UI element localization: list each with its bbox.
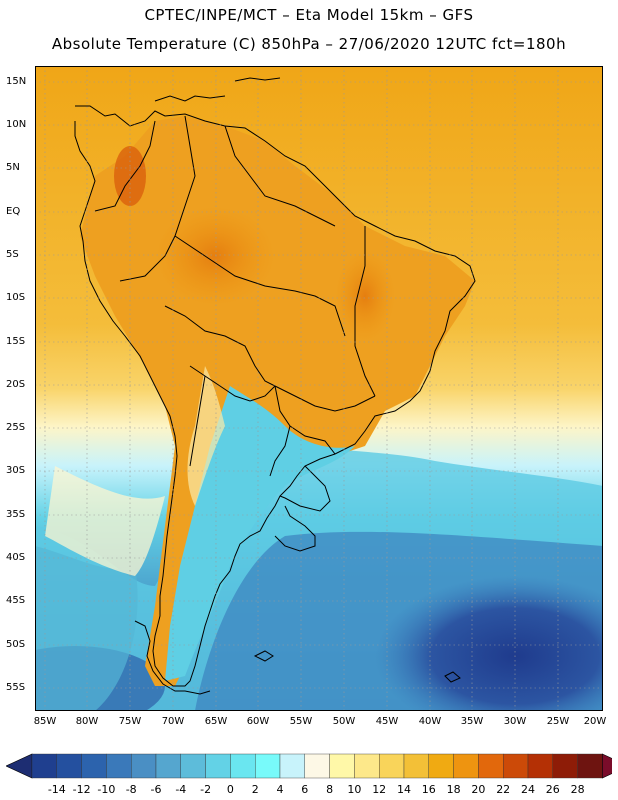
colorbar-label: 20 — [471, 783, 486, 796]
colorbar-label: 12 — [372, 783, 387, 796]
colorbar-swatch — [155, 753, 181, 779]
deep-cold-core — [375, 576, 603, 711]
lon-label: 80W — [75, 716, 99, 727]
colorbar-label: 24 — [521, 783, 535, 796]
colorbar-label: -6 — [150, 783, 162, 796]
colorbar-label: 2 — [251, 783, 259, 796]
colorbar-swatch — [130, 753, 157, 779]
lat-label: 55S — [6, 682, 26, 693]
colorbar-swatch — [577, 753, 603, 779]
lat-label: 5N — [6, 162, 20, 173]
colorbar-swatch — [403, 753, 429, 779]
chart-title-line2: Absolute Temperature (C) 850hPa – 27/06/… — [51, 35, 567, 53]
colorbar-swatch — [81, 753, 107, 779]
colorbar-swatch — [329, 753, 355, 779]
colorbar-swatch — [205, 753, 231, 779]
colorbar-label: 28 — [570, 783, 585, 796]
lat-label: 35S — [6, 509, 26, 520]
colorbar-label: 14 — [397, 783, 411, 796]
colorbar-swatch — [453, 753, 479, 779]
lon-label: 70W — [161, 716, 185, 727]
colorbar-swatch — [552, 753, 578, 779]
colorbar-label: 4 — [276, 783, 284, 796]
warm-core-central — [155, 206, 275, 306]
lon-label: 25W — [546, 716, 570, 727]
lon-label: 35W — [460, 716, 484, 727]
colorbar-swatch — [106, 753, 132, 779]
lon-label: 50W — [332, 716, 356, 727]
lat-label: EQ — [6, 206, 21, 217]
colorbar-swatch — [354, 753, 380, 779]
lat-label: 30S — [6, 465, 26, 476]
colorbar-swatch — [304, 753, 330, 779]
argentina-cold-land — [165, 386, 355, 681]
colorbar-swatch — [254, 753, 281, 779]
colorbar-swatch — [478, 753, 504, 779]
lat-label: 40S — [6, 552, 26, 563]
lon-label: 60W — [246, 716, 270, 727]
colorbar-lower-arrow — [6, 753, 33, 779]
lon-label: 40W — [418, 716, 442, 727]
colorbar-swatch — [527, 753, 553, 779]
colorbar-label: 0 — [226, 783, 234, 796]
colorbar-label: -12 — [72, 783, 91, 796]
colorbar-swatch — [56, 753, 82, 779]
lon-label: 85W — [33, 716, 57, 727]
pacific-cold-band — [35, 546, 138, 711]
lon-label: 30W — [503, 716, 527, 727]
lat-label: 5S — [6, 249, 19, 260]
colorbar-swatch — [279, 753, 305, 779]
lat-label: 15N — [6, 76, 27, 87]
colorbar-swatch — [428, 753, 454, 779]
warm-core-brazil-ne — [335, 251, 395, 341]
colorbar-label: -14 — [47, 783, 66, 796]
colorbar-swatch — [230, 753, 256, 779]
lon-label: 65W — [204, 716, 228, 727]
colorbar-label: 8 — [326, 783, 334, 796]
lon-label: 75W — [118, 716, 142, 727]
andes-pale-strip — [187, 366, 225, 506]
lat-label: 15S — [6, 336, 26, 347]
lon-label: 45W — [375, 716, 399, 727]
colorbar-label: 22 — [496, 783, 511, 796]
colorbar-swatch — [31, 753, 57, 779]
temperature-map — [35, 66, 603, 711]
lat-label: 10S — [6, 292, 26, 303]
lat-label: 25S — [6, 422, 26, 433]
colorbar-label: 16 — [421, 783, 436, 796]
colorbar-label: 18 — [446, 783, 461, 796]
colorbar-swatch — [379, 753, 405, 779]
colorbar-label: -8 — [125, 783, 137, 796]
graticule — [35, 66, 603, 711]
lon-label: 55W — [289, 716, 313, 727]
colorbar-swatch — [503, 753, 529, 779]
lat-label: 45S — [6, 595, 26, 606]
map-frame — [35, 66, 603, 711]
lat-label: 20S — [6, 379, 26, 390]
pacific-pale-band — [45, 466, 165, 576]
colorbar — [6, 753, 612, 779]
colorbar-label: -2 — [200, 783, 212, 796]
coastlines-and-borders — [74, 77, 476, 695]
colorbar-swatch — [180, 753, 206, 779]
lat-label: 50S — [6, 639, 26, 650]
colorbar-label: -4 — [175, 783, 187, 796]
colorbar-upper-arrow — [602, 753, 612, 779]
colorbar-label: 10 — [347, 783, 362, 796]
chart-title-line1: CPTEC/INPE/MCT – Eta Model 15km – GFS — [144, 6, 474, 24]
lon-label: 20W — [583, 716, 607, 727]
lat-label: 10N — [6, 119, 27, 130]
colorbar-label: -10 — [97, 783, 116, 796]
colorbar-label: 6 — [301, 783, 309, 796]
colorbar-label: 26 — [545, 783, 560, 796]
